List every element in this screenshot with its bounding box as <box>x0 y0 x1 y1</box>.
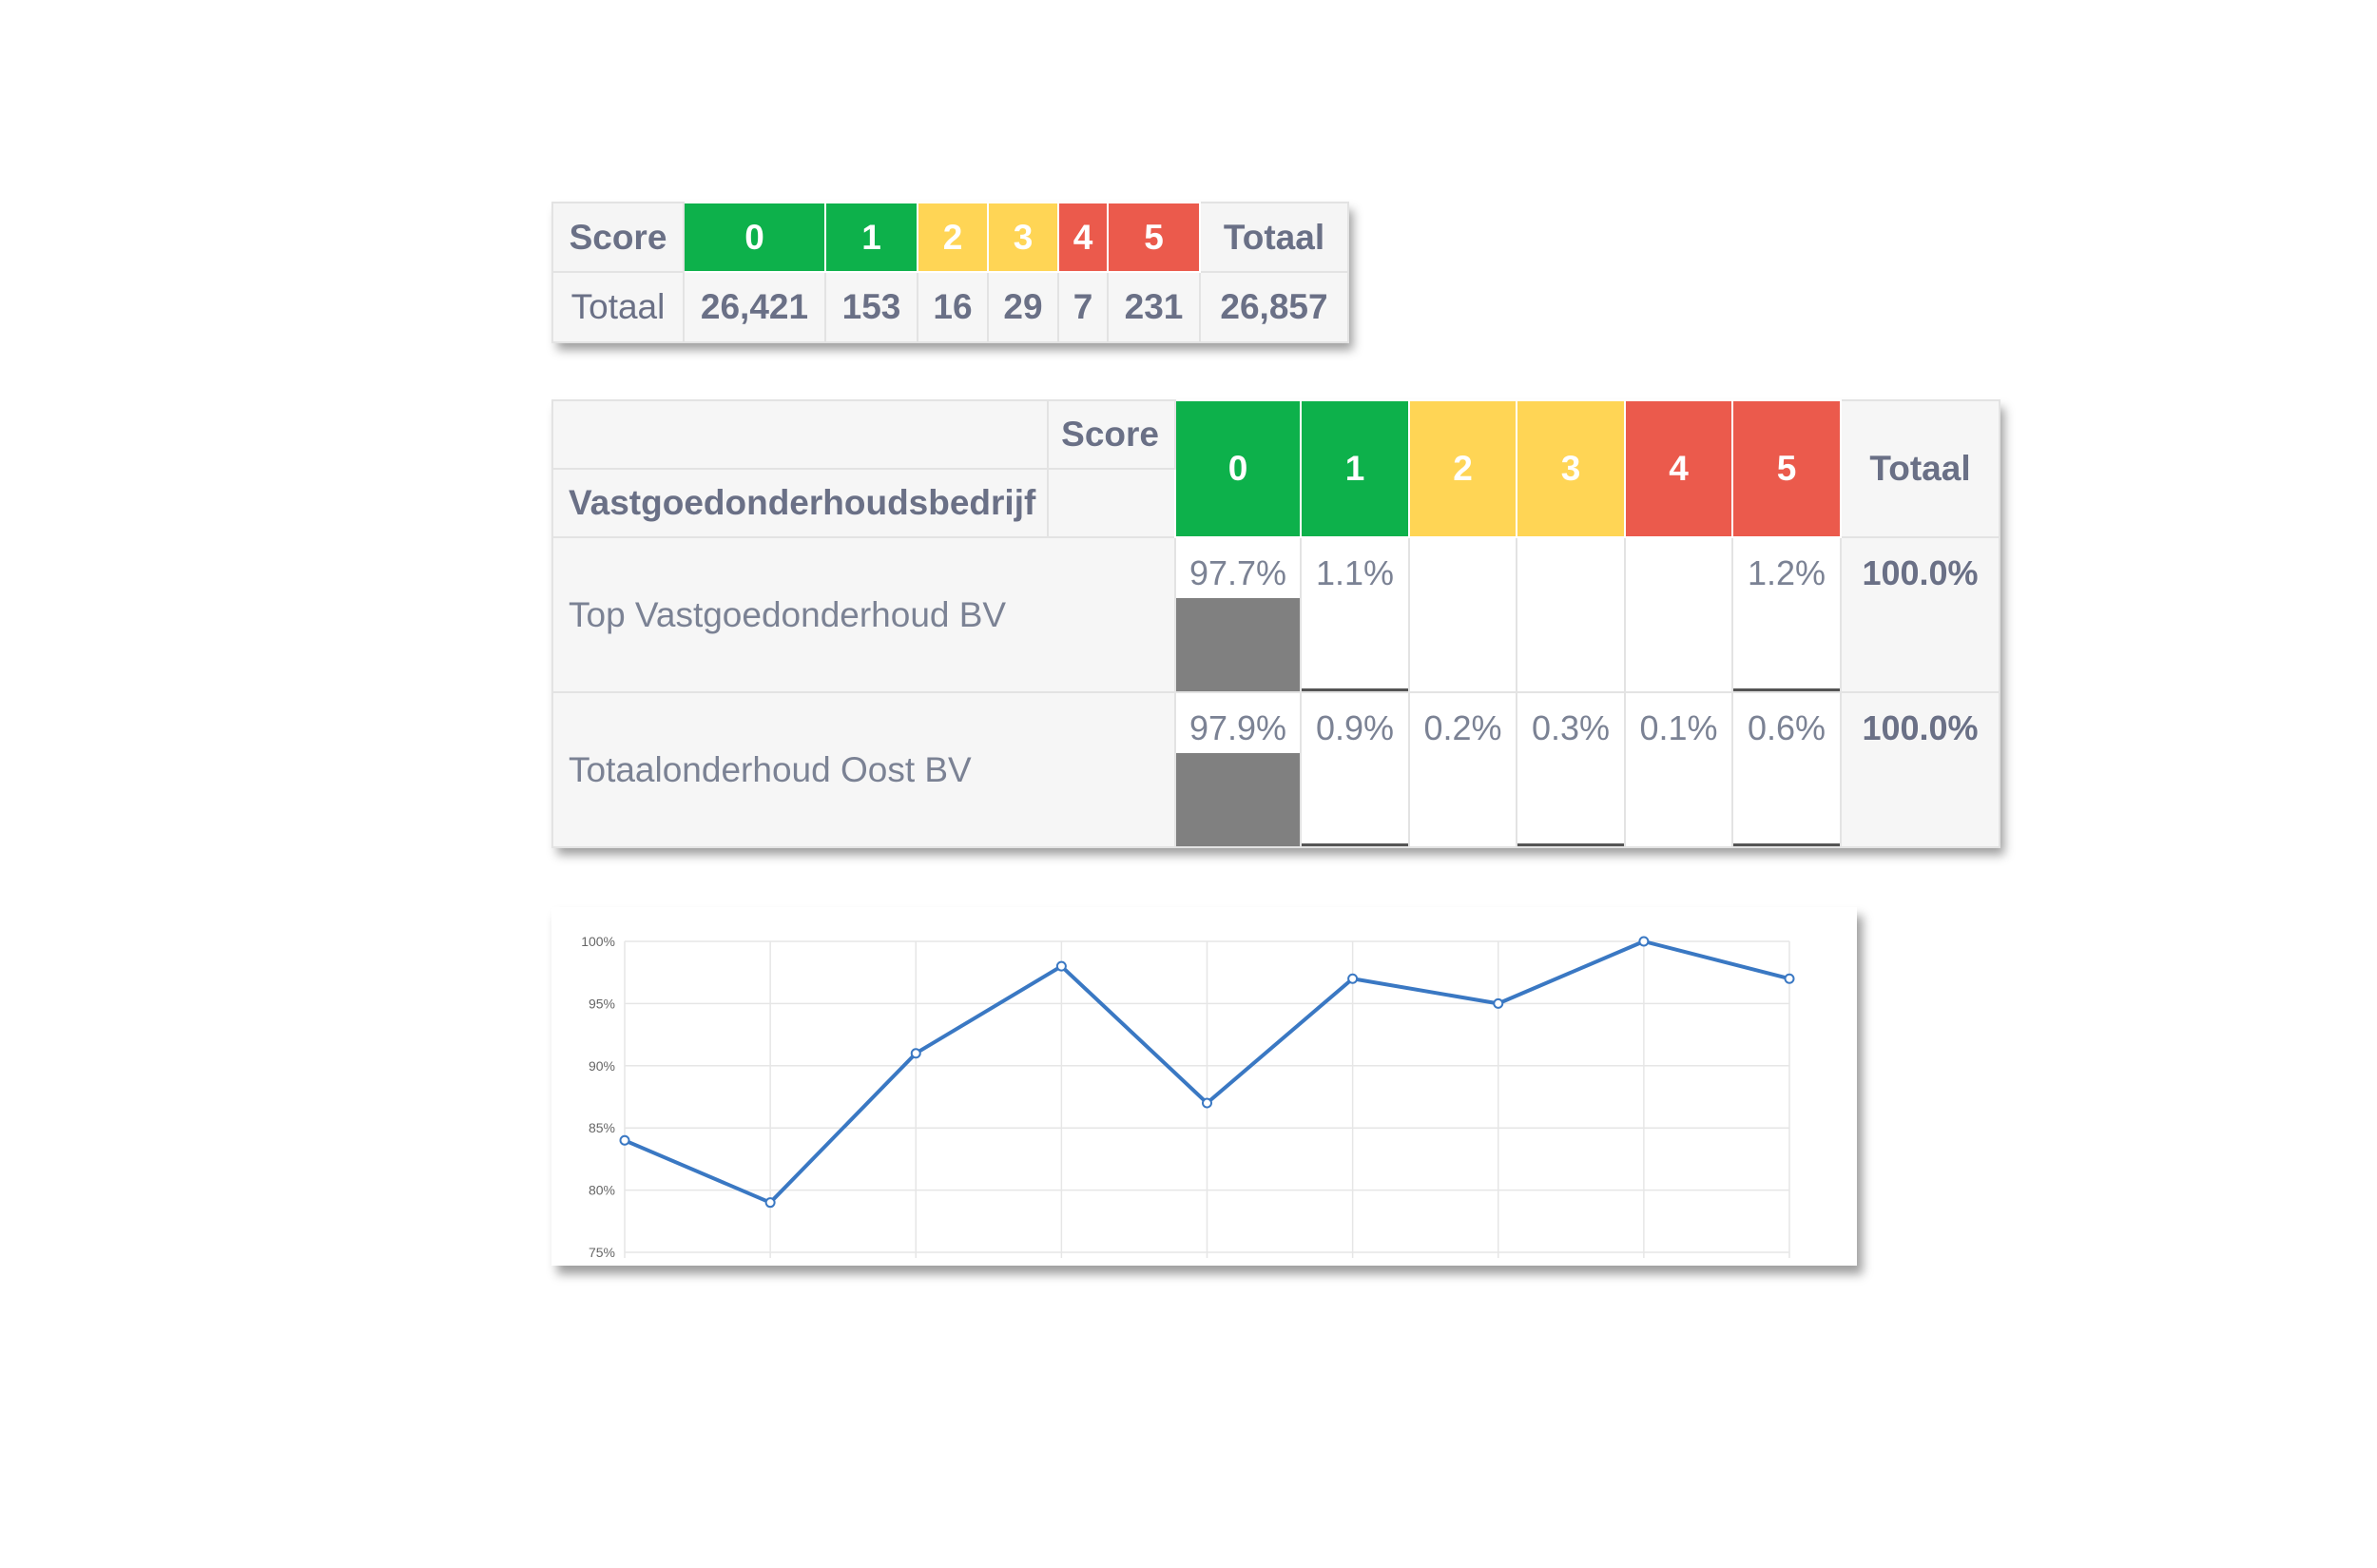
count-score-0: 26,421 <box>683 271 826 343</box>
company-header: Vastgoedonderhoudsbedrijf <box>551 468 1049 538</box>
score-cell <box>1516 536 1626 693</box>
score-5-header: 5 <box>1107 202 1201 273</box>
company-score-table: Score 0 1 2 3 4 5 Totaal Vastgoedonderho… <box>551 399 2000 848</box>
y-tick-label: 85% <box>589 1120 615 1135</box>
data-point <box>1055 960 1067 972</box>
data-point <box>1493 997 1504 1009</box>
score-3-header: 3 <box>987 202 1059 273</box>
percentage: 1.2% <box>1747 553 1826 592</box>
data-point <box>619 1134 630 1146</box>
percentage: 1.1% <box>1315 553 1395 592</box>
percentage: 97.9% <box>1188 708 1287 747</box>
percentage: 0.1% <box>1639 708 1718 747</box>
score-cell: 0.1% <box>1624 691 1733 848</box>
count-score-1: 153 <box>824 271 918 343</box>
y-tick-label: 95% <box>589 996 615 1011</box>
y-tick-label: 75% <box>589 1245 615 1260</box>
data-point <box>764 1197 776 1209</box>
percentage-bar <box>1733 843 1840 846</box>
data-point <box>1347 973 1359 984</box>
table-row: Top Vastgoedonderhoud BV 97.7% 1.1% 1.2%… <box>551 536 2000 693</box>
percentage-bar <box>1302 688 1408 691</box>
score-cell: 0.6% <box>1731 691 1842 848</box>
row-total: 100.0% <box>1840 691 2000 848</box>
company-name: Top Vastgoedonderhoud BV <box>551 536 1176 693</box>
score-3-header: 3 <box>1516 399 1626 538</box>
score-5-header: 5 <box>1731 399 1842 538</box>
score-1-header: 1 <box>824 202 918 273</box>
data-point <box>910 1048 921 1059</box>
y-tick-label: 100% <box>581 934 615 949</box>
count-score-2: 16 <box>917 271 989 343</box>
score-cell: 97.9% <box>1174 691 1302 848</box>
grand-total: 26,857 <box>1199 271 1349 343</box>
line-chart: 100% 95% 90% 85% 80% 75% <box>581 934 1795 1260</box>
count-score-4: 7 <box>1057 271 1109 343</box>
score-2-header: 2 <box>1408 399 1517 538</box>
score-cell: 97.7% <box>1174 536 1302 693</box>
header-spacer <box>1047 468 1176 538</box>
score-header: Score <box>551 202 685 273</box>
table-row: Totaalonderhoud Oost BV 97.9% 0.9% 0.2% … <box>551 691 2000 848</box>
score-trend-chart: 100% 95% 90% 85% 80% 75% <box>551 907 1857 1266</box>
score-header: Score <box>1047 399 1176 470</box>
percentage: 0.2% <box>1423 708 1502 747</box>
company-name: Totaalonderhoud Oost BV <box>551 691 1176 848</box>
percentage-bar <box>1733 688 1840 691</box>
score-4-header: 4 <box>1624 399 1733 538</box>
score-2-header: 2 <box>917 202 989 273</box>
score-cell: 1.1% <box>1300 536 1410 693</box>
score-cell: 1.2% <box>1731 536 1842 693</box>
percentage: 0.3% <box>1531 708 1611 747</box>
data-point <box>1784 973 1795 984</box>
score-0-header: 0 <box>1174 399 1302 538</box>
count-score-3: 29 <box>987 271 1059 343</box>
total-header: Totaal <box>1840 399 2000 538</box>
header-corner <box>551 399 1049 470</box>
percentage: 0.6% <box>1747 708 1826 747</box>
data-point <box>1638 936 1650 947</box>
percentage-bar <box>1176 598 1300 691</box>
score-4-header: 4 <box>1057 202 1109 273</box>
percentage-bar <box>1517 843 1624 846</box>
score-cell <box>1624 536 1733 693</box>
score-1-header: 1 <box>1300 399 1410 538</box>
percentage-bar <box>1302 843 1408 846</box>
score-cell: 0.3% <box>1516 691 1626 848</box>
percentage: 0.9% <box>1315 708 1395 747</box>
score-cell: 0.2% <box>1408 691 1517 848</box>
y-tick-label: 90% <box>589 1058 615 1074</box>
row-label: Totaal <box>551 271 685 343</box>
percentage-bar <box>1176 753 1300 846</box>
row-total: 100.0% <box>1840 536 2000 693</box>
score-0-header: 0 <box>683 202 826 273</box>
data-point <box>1202 1097 1212 1109</box>
score-cell <box>1408 536 1517 693</box>
total-header: Totaal <box>1199 202 1349 273</box>
score-summary-table: Score 0 1 2 3 4 5 Totaal Totaal 26,421 1… <box>551 202 1349 343</box>
percentage: 97.7% <box>1188 553 1287 592</box>
count-score-5: 231 <box>1107 271 1201 343</box>
y-tick-label: 80% <box>589 1183 615 1198</box>
score-cell: 0.9% <box>1300 691 1410 848</box>
